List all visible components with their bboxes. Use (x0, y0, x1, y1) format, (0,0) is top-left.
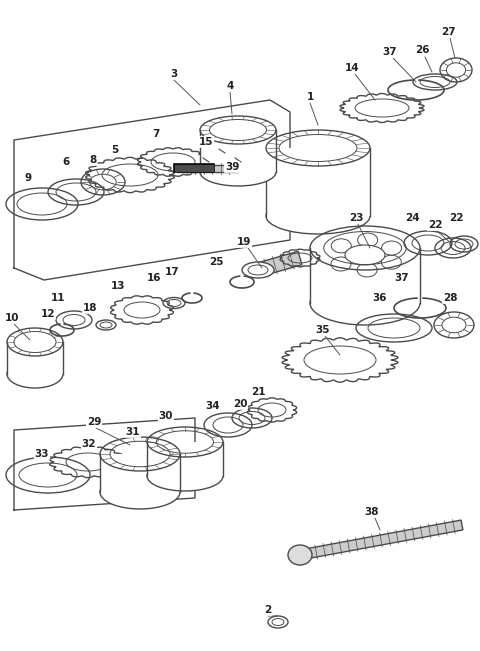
Text: 29: 29 (87, 417, 101, 427)
Text: 24: 24 (405, 213, 420, 223)
Text: 39: 39 (225, 162, 239, 172)
Ellipse shape (382, 241, 402, 255)
Text: 22: 22 (449, 213, 463, 223)
Text: 7: 7 (152, 129, 160, 139)
Text: 33: 33 (35, 449, 49, 459)
Text: 3: 3 (170, 69, 178, 79)
Polygon shape (299, 520, 463, 560)
Text: 13: 13 (111, 281, 125, 291)
Ellipse shape (288, 545, 312, 565)
Text: 38: 38 (365, 507, 379, 517)
Text: 27: 27 (441, 27, 456, 37)
Text: 17: 17 (165, 267, 180, 277)
Polygon shape (256, 251, 302, 277)
Polygon shape (178, 165, 238, 171)
Text: 5: 5 (111, 145, 119, 155)
Ellipse shape (310, 281, 420, 325)
Text: 6: 6 (62, 157, 70, 167)
Ellipse shape (331, 257, 351, 271)
Text: 4: 4 (226, 81, 234, 91)
Ellipse shape (345, 245, 385, 265)
Ellipse shape (266, 198, 370, 234)
Text: 2: 2 (264, 605, 272, 615)
Polygon shape (100, 454, 180, 492)
Ellipse shape (147, 461, 223, 491)
Ellipse shape (357, 263, 377, 277)
Text: 22: 22 (428, 220, 442, 230)
Text: 21: 21 (251, 387, 265, 397)
Text: 12: 12 (41, 309, 55, 319)
Text: 28: 28 (443, 293, 457, 303)
Text: 32: 32 (82, 439, 96, 449)
Ellipse shape (100, 475, 180, 509)
Text: 15: 15 (199, 137, 213, 147)
Ellipse shape (358, 233, 378, 247)
Polygon shape (7, 342, 63, 374)
Polygon shape (200, 130, 276, 172)
Ellipse shape (242, 262, 274, 278)
Text: 19: 19 (237, 237, 251, 247)
Polygon shape (310, 248, 420, 303)
Text: 31: 31 (126, 427, 140, 437)
Text: 10: 10 (5, 313, 19, 323)
Text: 16: 16 (147, 273, 161, 283)
Text: 37: 37 (395, 273, 409, 283)
Text: 20: 20 (233, 399, 247, 409)
Text: 35: 35 (316, 325, 330, 335)
Ellipse shape (7, 360, 63, 388)
Text: 9: 9 (24, 173, 32, 183)
Text: 23: 23 (349, 213, 363, 223)
Ellipse shape (200, 158, 276, 186)
Text: 26: 26 (415, 45, 429, 55)
Text: 14: 14 (345, 63, 360, 73)
Text: 11: 11 (51, 293, 65, 303)
Text: 30: 30 (159, 411, 173, 421)
Text: 18: 18 (83, 303, 97, 313)
Text: 1: 1 (306, 92, 313, 102)
Polygon shape (147, 442, 223, 476)
Text: 36: 36 (373, 293, 387, 303)
Text: 34: 34 (206, 401, 220, 411)
Text: 8: 8 (89, 155, 96, 165)
Ellipse shape (331, 239, 351, 253)
Text: 37: 37 (383, 47, 397, 57)
Text: 25: 25 (209, 257, 223, 267)
Polygon shape (266, 148, 370, 216)
Ellipse shape (381, 255, 401, 270)
